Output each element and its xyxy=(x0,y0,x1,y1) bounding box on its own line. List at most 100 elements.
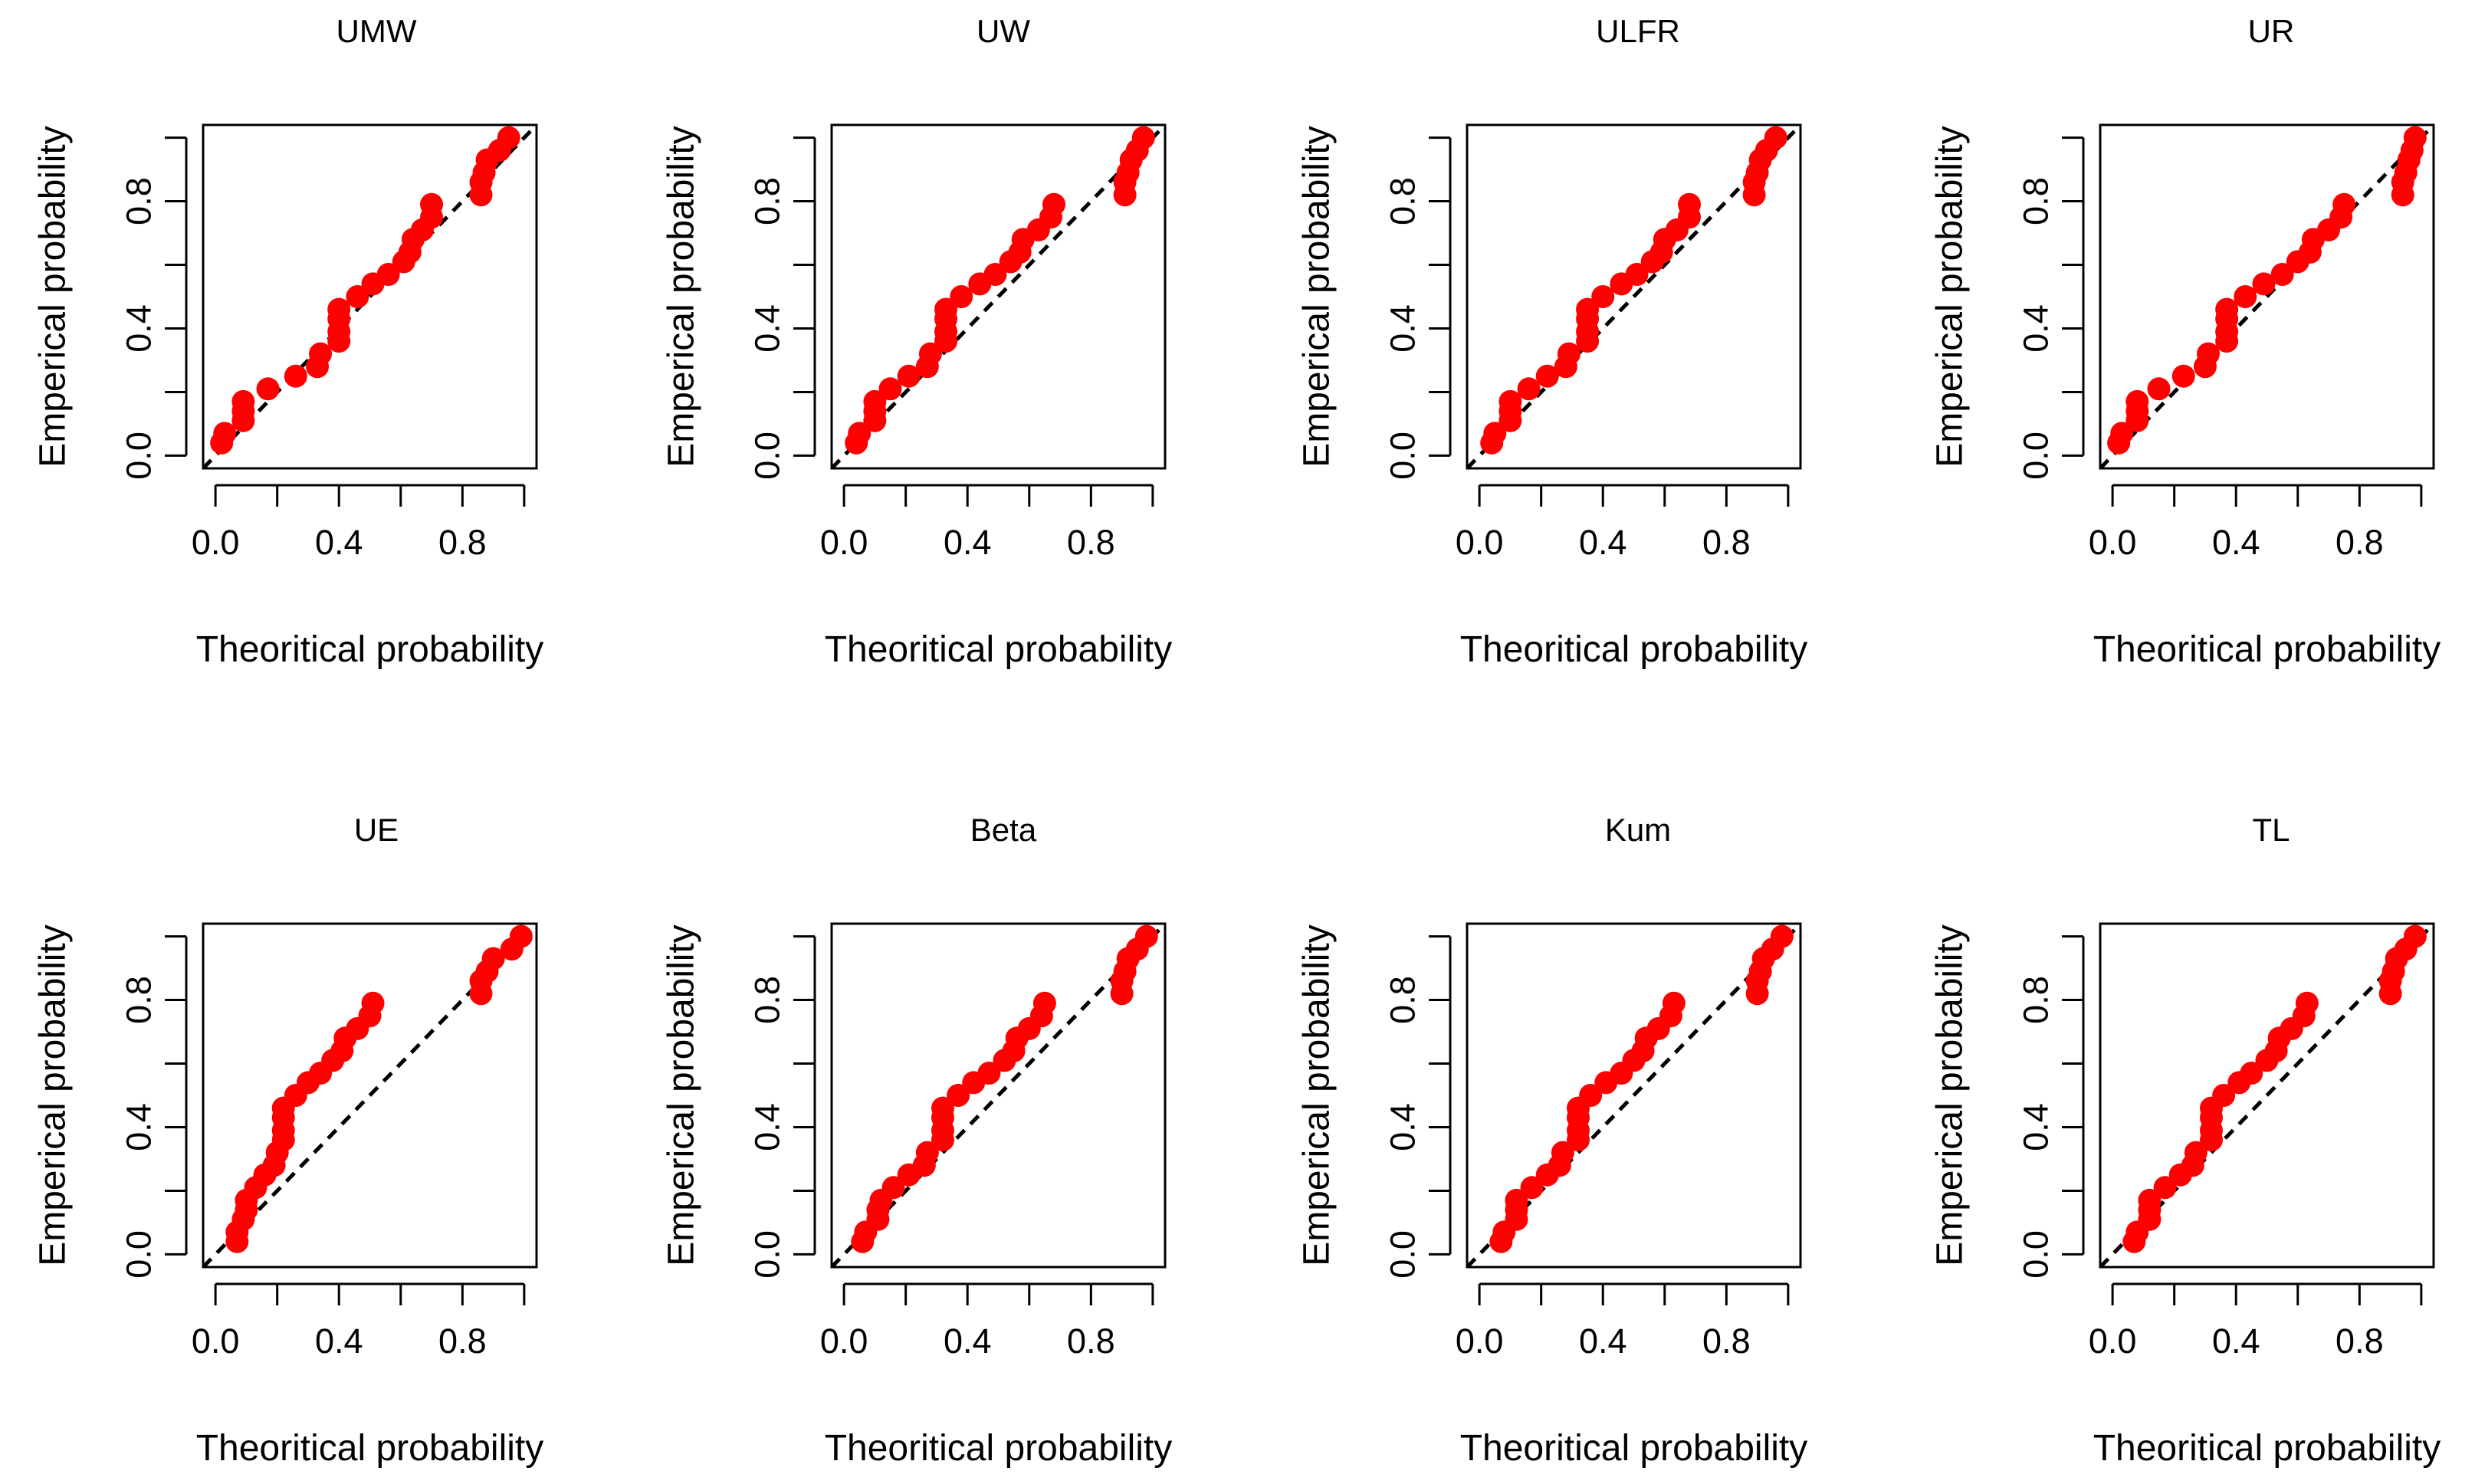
data-point xyxy=(2234,285,2257,308)
x-tick-label: 0.8 xyxy=(1067,523,1115,562)
data-point xyxy=(950,285,973,308)
y-tick-label: 0.4 xyxy=(2017,304,2056,353)
panel-title-tl: TL xyxy=(2252,812,2290,848)
y-tick-label: 0.4 xyxy=(120,304,159,353)
y-axis: 0.0 0.4 0.8 xyxy=(748,935,816,1279)
data-point xyxy=(2125,389,2149,413)
panel-ulfr: ULFR 0.0 0.4 0.8 0.0 0.4 0.8 Theoritical probab… xyxy=(1297,13,1808,670)
data-point xyxy=(213,422,237,445)
x-axis-title: Theoritical probability xyxy=(2093,629,2441,670)
panel-umw: UMW 0.0 0.4 0.8 0.0 0.4 0.8 Theoritical probabi… xyxy=(33,13,544,670)
y-tick-label: 0.4 xyxy=(2017,1103,2056,1151)
panel-kum: Kum 0.0 0.4 0.8 0.0 0.4 0.8 Theoritical probabi… xyxy=(1297,812,1808,1469)
data-point xyxy=(497,126,520,149)
y-tick-label: 0.0 xyxy=(1384,1230,1423,1279)
x-tick-label: 0.0 xyxy=(2089,523,2137,562)
data-point xyxy=(327,297,351,321)
x-tick-label: 0.4 xyxy=(1579,1321,1627,1361)
y-tick-label: 0.4 xyxy=(1384,304,1423,353)
y-tick-label: 0.0 xyxy=(2017,1230,2056,1279)
x-axis-title: Theoritical probability xyxy=(1460,1428,1808,1469)
y-axis: 0.0 0.4 0.8 xyxy=(120,935,188,1279)
data-point xyxy=(947,1084,970,1107)
x-axis-title: Theoritical probability xyxy=(825,1428,1173,1469)
plot-frame xyxy=(1466,123,1802,470)
y-axis: 0.0 0.4 0.8 xyxy=(1384,136,1452,480)
x-axis: 0.0 0.4 0.8 xyxy=(820,484,1154,562)
x-tick-label: 0.0 xyxy=(1456,1321,1504,1361)
x-tick-label: 0.0 xyxy=(192,523,240,562)
x-tick-label: 0.4 xyxy=(2212,1321,2260,1361)
plot-frame xyxy=(202,123,538,470)
data-point xyxy=(897,364,921,388)
data-point xyxy=(376,262,400,286)
panel-title-beta: Beta xyxy=(970,812,1037,848)
data-point xyxy=(1591,285,1615,308)
points-kum xyxy=(1489,924,1794,1253)
data-point xyxy=(1770,924,1794,948)
x-axis: 0.0 0.4 0.8 xyxy=(192,484,526,562)
points-ue xyxy=(225,924,533,1253)
y-tick-label: 0.4 xyxy=(120,1103,159,1151)
x-tick-label: 0.0 xyxy=(820,523,868,562)
plot-frame xyxy=(202,922,538,1269)
panel-ue: UE 0.0 0.4 0.8 0.0 0.4 0.8 Theoritical probabil… xyxy=(33,812,544,1469)
plot-frame xyxy=(1466,922,1802,1269)
data-point xyxy=(983,262,1007,286)
y-axis: 0.0 0.4 0.8 xyxy=(1384,935,1452,1279)
x-axis: 0.0 0.4 0.8 xyxy=(1456,1282,1790,1361)
x-tick-label: 0.0 xyxy=(820,1321,868,1361)
data-point xyxy=(346,285,369,308)
y-axis-title: Emperical probability xyxy=(1930,126,1971,468)
x-axis-title: Theoritical probability xyxy=(2093,1428,2441,1469)
data-point xyxy=(2138,1188,2162,1212)
x-tick-label: 0.8 xyxy=(1702,523,1751,562)
data-point xyxy=(284,364,307,388)
panel-ur: UR 0.0 0.4 0.8 0.0 0.4 0.8 Theoritical probabil… xyxy=(1930,13,2441,670)
data-point xyxy=(2403,126,2427,149)
points-uw xyxy=(845,126,1155,455)
data-point xyxy=(1498,389,1522,413)
plot-frame xyxy=(830,922,1167,1269)
data-point xyxy=(2332,192,2356,216)
y-axis-title: Emperical probability xyxy=(1297,126,1338,468)
data-point xyxy=(2240,1061,2263,1085)
y-tick-label: 0.8 xyxy=(748,976,787,1024)
data-point xyxy=(1042,192,1065,216)
x-tick-label: 0.4 xyxy=(315,1321,363,1361)
points-ulfr xyxy=(1480,126,1787,455)
points-tl xyxy=(2122,924,2427,1253)
x-tick-label: 0.4 xyxy=(315,523,363,562)
plot-frame xyxy=(830,123,1167,470)
reference-line xyxy=(2100,125,2434,468)
y-tick-label: 0.4 xyxy=(748,304,787,353)
data-point xyxy=(1483,422,1507,445)
data-point xyxy=(1662,991,1686,1015)
y-axis: 0.0 0.4 0.8 xyxy=(120,136,188,480)
y-tick-label: 0.0 xyxy=(2017,432,2056,480)
y-tick-label: 0.4 xyxy=(748,1103,787,1151)
panel-tl: TL 0.0 0.4 0.8 0.0 0.4 0.8 Theoritical probabil… xyxy=(1930,812,2441,1469)
data-point xyxy=(878,377,902,401)
data-point xyxy=(2403,924,2427,948)
y-tick-label: 0.8 xyxy=(748,177,787,225)
x-tick-label: 0.0 xyxy=(2089,1321,2137,1361)
y-tick-label: 0.0 xyxy=(748,1230,787,1279)
x-tick-label: 0.8 xyxy=(2335,1321,2384,1361)
y-axis-title: Emperical probability xyxy=(33,126,74,468)
data-point xyxy=(931,1096,954,1120)
data-point xyxy=(881,1176,905,1200)
data-point xyxy=(1576,297,1600,321)
y-tick-label: 0.8 xyxy=(2017,976,2056,1024)
y-tick-label: 0.8 xyxy=(120,976,159,1024)
data-point xyxy=(2270,262,2294,286)
data-point xyxy=(1134,924,1158,948)
data-point xyxy=(2184,1141,2207,1164)
x-axis-title: Theoritical probability xyxy=(196,1428,544,1469)
x-axis-title: Theoritical probability xyxy=(1460,629,1808,670)
x-tick-label: 0.0 xyxy=(192,1321,240,1361)
data-point xyxy=(1032,991,1056,1015)
y-axis-title: Emperical probability xyxy=(661,924,702,1266)
data-point xyxy=(2171,364,2195,388)
